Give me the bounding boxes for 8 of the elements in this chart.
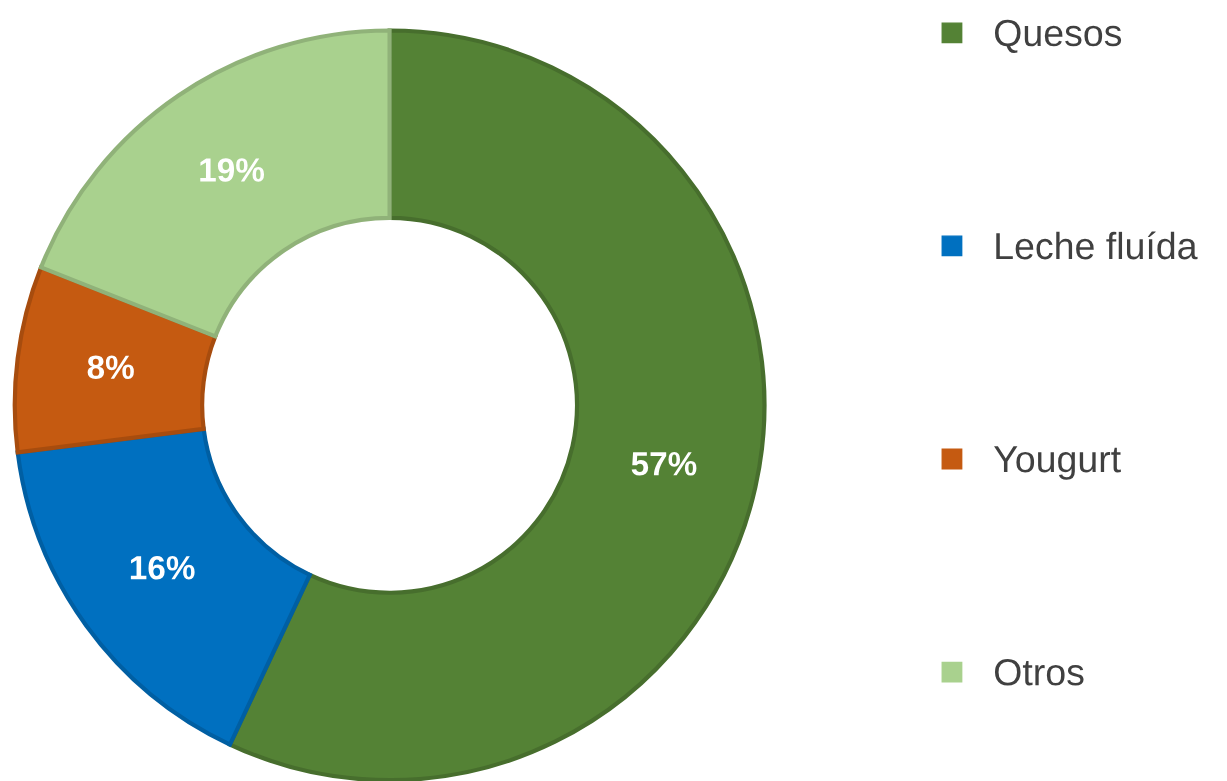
data-label: 16%	[130, 555, 195, 580]
data-label: 57%	[631, 452, 697, 476]
legend-label: Otros	[994, 658, 1084, 686]
legend-label: Leche fluída	[996, 231, 1198, 260]
legend-label: Quesos	[994, 19, 1122, 54]
data-label: 19%	[200, 158, 265, 182]
data-label: 8%	[87, 355, 134, 380]
legend-label: Yougurt	[994, 446, 1121, 480]
